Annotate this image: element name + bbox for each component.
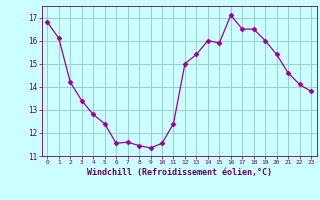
- X-axis label: Windchill (Refroidissement éolien,°C): Windchill (Refroidissement éolien,°C): [87, 168, 272, 177]
